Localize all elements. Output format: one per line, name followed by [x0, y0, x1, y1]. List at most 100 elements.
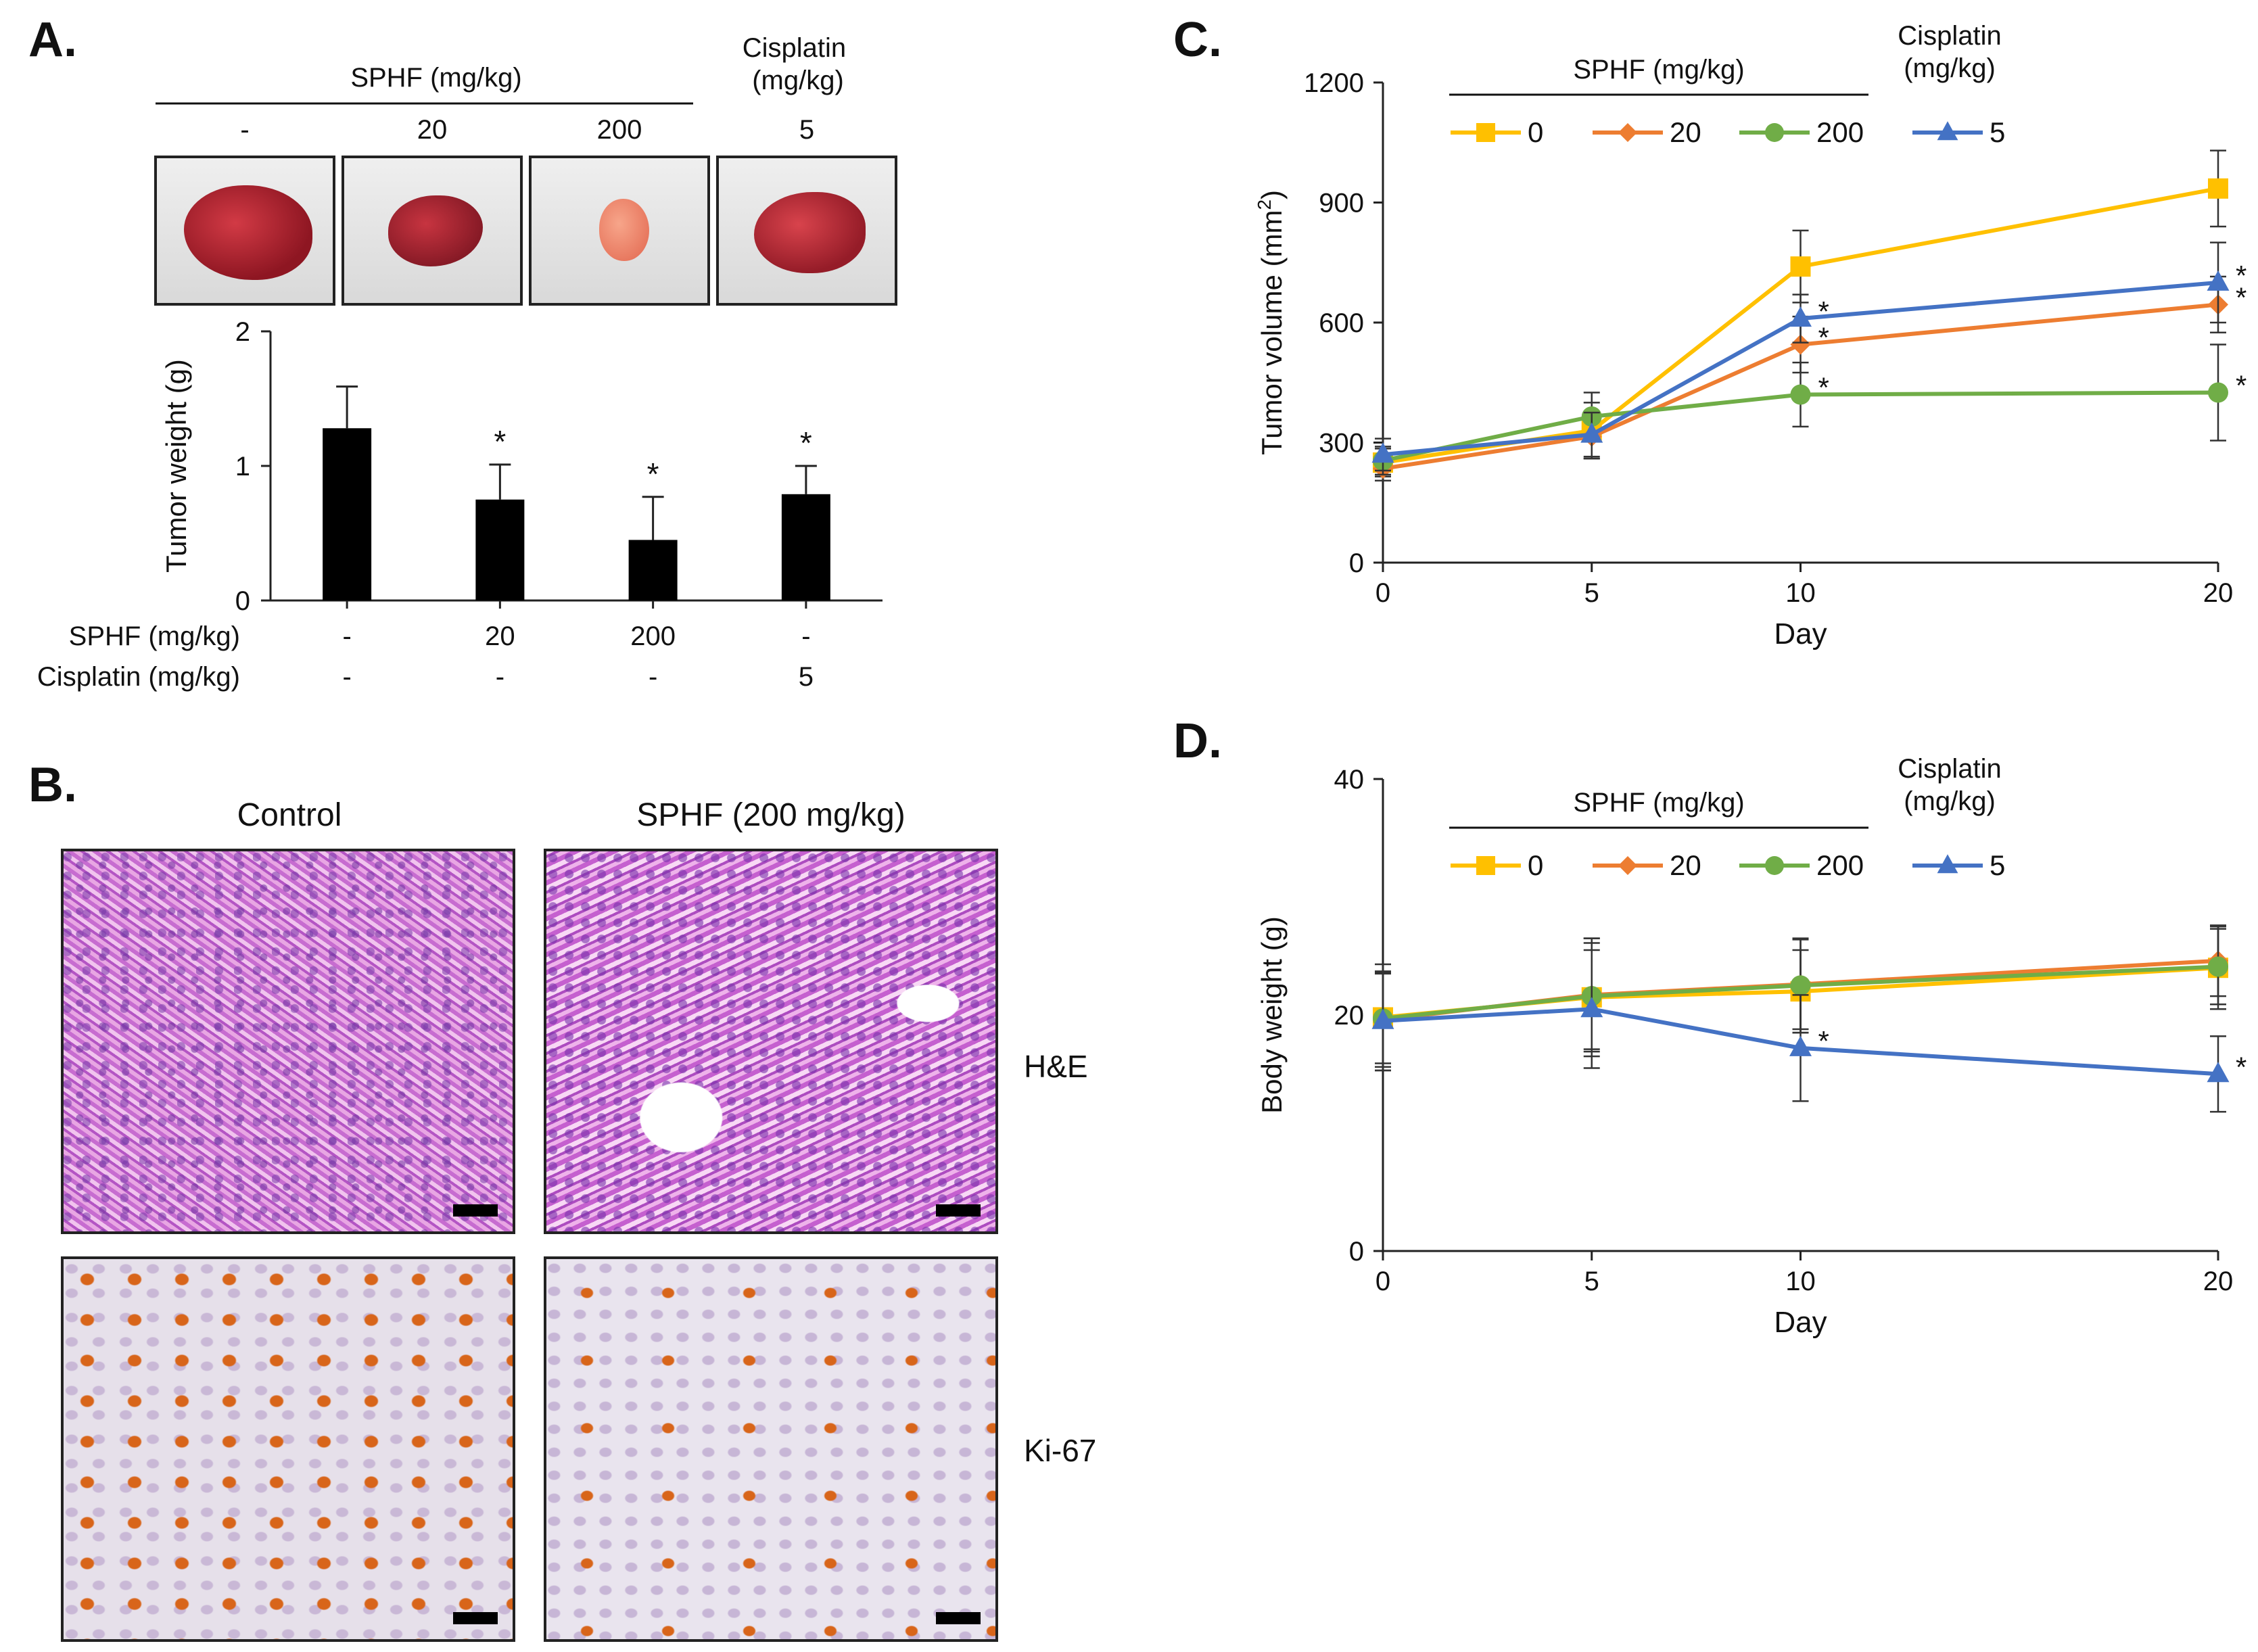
- tumor-photo-cisplatin-5: [716, 156, 897, 306]
- d-significance-star: *: [1818, 1025, 1829, 1057]
- a-significance-star: *: [494, 424, 506, 459]
- a-bar: [628, 540, 678, 600]
- c-data-point-5: [1789, 306, 1812, 327]
- c-significance-star: *: [2236, 260, 2247, 291]
- tumor-specimen: [754, 192, 866, 273]
- d-x-tick-label: 5: [1584, 1267, 1599, 1296]
- tumor-photo-control: [154, 156, 335, 306]
- d-legend-marker-0: [1476, 856, 1495, 875]
- chart-d-body-weight: 0 20 40 0 5 10 20 Day Body weight (g) * * SPHF (mg/…: [1256, 754, 2247, 1339]
- a-x-category-label: 5: [799, 662, 814, 692]
- he-control-micrograph: [61, 849, 515, 1234]
- c-data-point-0: [1790, 256, 1811, 277]
- c-y-tick-label: 600: [1319, 308, 1364, 338]
- d-data-point-5: [1371, 1008, 1394, 1029]
- he-sphf-micrograph: [544, 849, 998, 1234]
- tumor-specimen: [599, 199, 649, 261]
- d-x-tick-label: 10: [1785, 1267, 1816, 1296]
- panel-label-a: A.: [28, 13, 77, 67]
- photo-label-sphf-20: 20: [417, 115, 448, 145]
- d-legend-label-20: 20: [1670, 849, 1701, 881]
- a-row-label: SPHF (mg/kg): [69, 621, 240, 651]
- c-y-tick-label: 300: [1319, 429, 1364, 458]
- photo-label-sphf-200: 200: [597, 115, 642, 145]
- c-x-tick-label: 5: [1584, 578, 1599, 608]
- d-legend-label-200: 200: [1816, 849, 1864, 881]
- panel-b-col-label-sphf: SPHF (200 mg/kg): [636, 797, 905, 833]
- d-legend-marker-5: [1937, 854, 1958, 874]
- c-legend-marker-20: [1618, 123, 1637, 142]
- c-data-point-200: [2208, 382, 2228, 403]
- c-y-tick-label: 0: [1349, 548, 1364, 578]
- a-x-category-label: -: [496, 662, 504, 692]
- a-significance-star: *: [647, 456, 659, 492]
- tumor-photo-sphf-200: [529, 156, 710, 306]
- panel-b-row-label-ki67: Ki-67: [1024, 1433, 1097, 1468]
- d-legend-sphf-header: SPHF (mg/kg): [1573, 788, 1744, 818]
- c-significance-star: *: [1818, 322, 1829, 354]
- c-x-tick-label: 20: [2203, 578, 2234, 608]
- a-y-axis-label: Tumor weight (g): [160, 359, 192, 573]
- c-y-axis-label: Tumor volume (mm2): [1254, 190, 1288, 455]
- c-y-axis-label-sup: 2: [1254, 199, 1275, 210]
- d-series-line-200: [1382, 964, 2219, 1021]
- c-series-line-5: [1382, 280, 2219, 457]
- a-x-category-label: -: [649, 662, 657, 692]
- d-legend-cis-header-line2: (mg/kg): [1904, 786, 1996, 816]
- photo-label-control: -: [240, 115, 249, 145]
- a-bar: [781, 494, 830, 600]
- d-data-point-5: [2207, 1062, 2230, 1083]
- c-x-tick-label: 0: [1375, 578, 1390, 608]
- c-legend-cis-header-line1: Cisplatin: [1898, 21, 2001, 51]
- a-y-tick-label: 1: [235, 452, 250, 481]
- c-data-point-5: [1580, 422, 1603, 443]
- c-significance-star: *: [1818, 372, 1829, 404]
- scale-bar: [453, 1612, 498, 1624]
- c-y-axis-label-main: Tumor volume (mm: [1256, 210, 1288, 455]
- d-legend-label-0: 0: [1528, 849, 1543, 881]
- a-y-tick-label: 2: [235, 317, 250, 347]
- photo-label-cisplatin-5: 5: [799, 115, 814, 145]
- d-legend-marker-20: [1618, 856, 1637, 875]
- a-x-category-label: 20: [485, 621, 515, 651]
- a-y-tick-label: 0: [235, 586, 250, 616]
- panel-a-cis-header-line1: Cisplatin: [743, 33, 846, 63]
- d-data-point-200: [1790, 975, 1811, 996]
- a-x-category-label: -: [342, 662, 351, 692]
- c-legend-cis-header-line2: (mg/kg): [1904, 53, 1996, 83]
- d-data-point-200: [2208, 956, 2228, 977]
- d-data-point-5: [1789, 1035, 1812, 1056]
- c-data-point-0: [2208, 178, 2228, 199]
- c-legend-marker-0: [1476, 123, 1495, 142]
- c-legend-marker-200: [1765, 123, 1784, 142]
- d-y-tick-label: 0: [1349, 1237, 1364, 1267]
- d-y-tick-label: 40: [1334, 765, 1365, 795]
- c-legend: SPHF (mg/kg) Cisplatin(mg/kg) 0 20 200 5: [1449, 21, 2005, 148]
- ki67-control-micrograph: [61, 1256, 515, 1642]
- d-y-axis-label: Body weight (g): [1256, 916, 1288, 1114]
- a-bar: [323, 428, 372, 600]
- c-y-tick-label: 1200: [1304, 68, 1364, 98]
- c-legend-label-5: 5: [1990, 116, 2005, 148]
- c-data-point-20: [1790, 334, 1811, 355]
- a-bar: [475, 499, 525, 600]
- d-y-tick-label: 20: [1334, 1001, 1365, 1031]
- scale-bar: [936, 1204, 981, 1217]
- chart-a-tumor-weight: 0 1 2 Tumor weight (g) - - * 20 - * 200 - * - 5 SPHF (m…: [37, 317, 883, 692]
- ki67-sphf-micrograph: [544, 1256, 998, 1642]
- d-data-point-5: [1580, 997, 1603, 1018]
- c-data-point-200: [1790, 384, 1811, 405]
- d-legend-cis-header-line1: Cisplatin: [1898, 754, 2001, 784]
- c-y-axis-label-end: ): [1256, 190, 1288, 199]
- tumor-specimen: [184, 185, 312, 280]
- a-x-category-label: -: [801, 621, 810, 651]
- c-legend-label-0: 0: [1528, 116, 1543, 148]
- c-legend-label-20: 20: [1670, 116, 1701, 148]
- c-legend-label-200: 200: [1816, 116, 1864, 148]
- a-significance-star: *: [800, 425, 812, 461]
- a-row-label: Cisplatin (mg/kg): [37, 662, 240, 692]
- a-x-category-label: -: [342, 621, 351, 651]
- c-significance-star: *: [2236, 281, 2247, 313]
